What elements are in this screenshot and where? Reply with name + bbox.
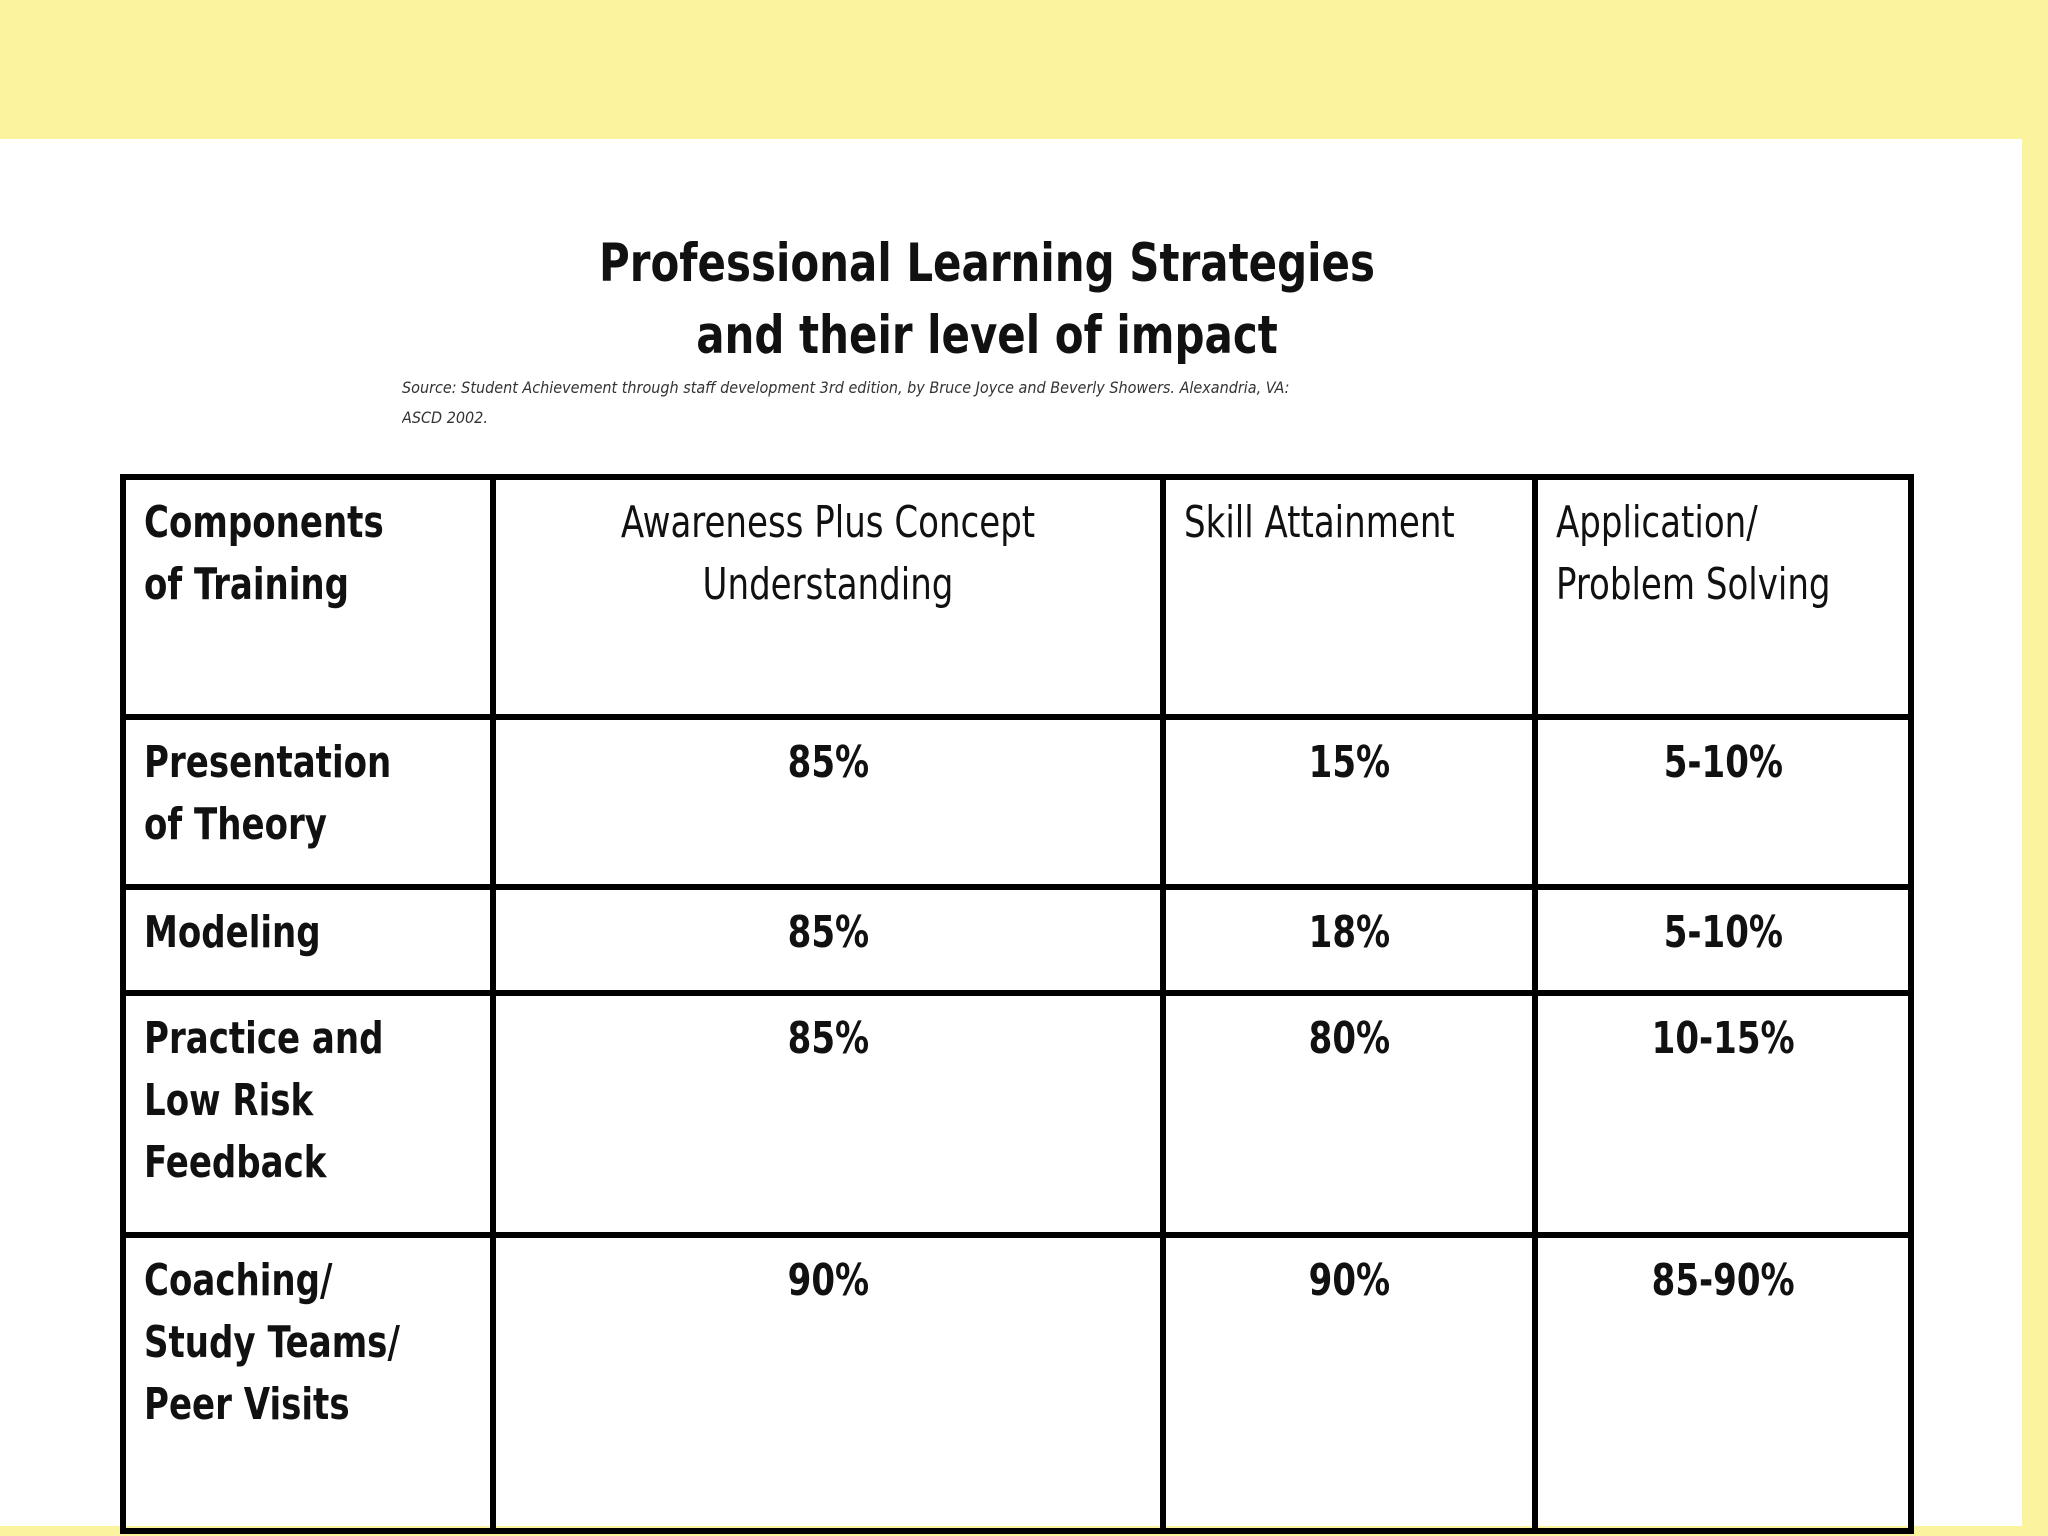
row-label: Presentation of Theory: [120, 714, 496, 890]
value-cell: 85-90%: [1532, 1232, 1914, 1534]
title-line-2: and their level of impact: [696, 305, 1278, 366]
table-row: Practice and Low Risk Feedback 85% 80% 1…: [120, 990, 1914, 1238]
table-row: Modeling 85% 18% 5-10%: [120, 884, 1914, 996]
slide-title: Professional Learning Strategies and the…: [118, 228, 1855, 372]
header-awareness: Awareness Plus Concept Understanding: [490, 474, 1166, 720]
value-cell: 5-10%: [1532, 884, 1914, 996]
value-cell: 10-15%: [1532, 990, 1914, 1238]
value-cell: 5-10%: [1532, 714, 1914, 890]
value-cell: 80%: [1160, 990, 1538, 1238]
table-header-row: Components of Training Awareness Plus Co…: [120, 474, 1914, 720]
table-row: Presentation of Theory 85% 15% 5-10%: [120, 714, 1914, 890]
value-cell: 85%: [490, 714, 1166, 890]
source-line-2: ASCD 2002.: [402, 408, 488, 427]
value-cell: 15%: [1160, 714, 1538, 890]
impact-table: Components of Training Awareness Plus Co…: [120, 474, 1914, 1534]
table-row: Coaching/ Study Teams/ Peer Visits 90% 9…: [120, 1232, 1914, 1534]
value-cell: 85%: [490, 884, 1166, 996]
header-skill: Skill Attainment: [1160, 474, 1538, 720]
value-cell: 90%: [490, 1232, 1166, 1534]
value-cell: 85%: [490, 990, 1166, 1238]
row-label: Modeling: [120, 884, 496, 996]
header-application: Application/ Problem Solving: [1532, 474, 1914, 720]
source-citation: Source: Student Achievement through staf…: [402, 373, 1582, 433]
value-cell: 18%: [1160, 884, 1538, 996]
value-cell: 90%: [1160, 1232, 1538, 1534]
source-line-1: Source: Student Achievement through staf…: [402, 378, 1290, 397]
row-label: Coaching/ Study Teams/ Peer Visits: [120, 1232, 496, 1534]
header-components: Components of Training: [120, 474, 496, 720]
row-label: Practice and Low Risk Feedback: [120, 990, 496, 1238]
title-line-1: Professional Learning Strategies: [599, 233, 1375, 294]
